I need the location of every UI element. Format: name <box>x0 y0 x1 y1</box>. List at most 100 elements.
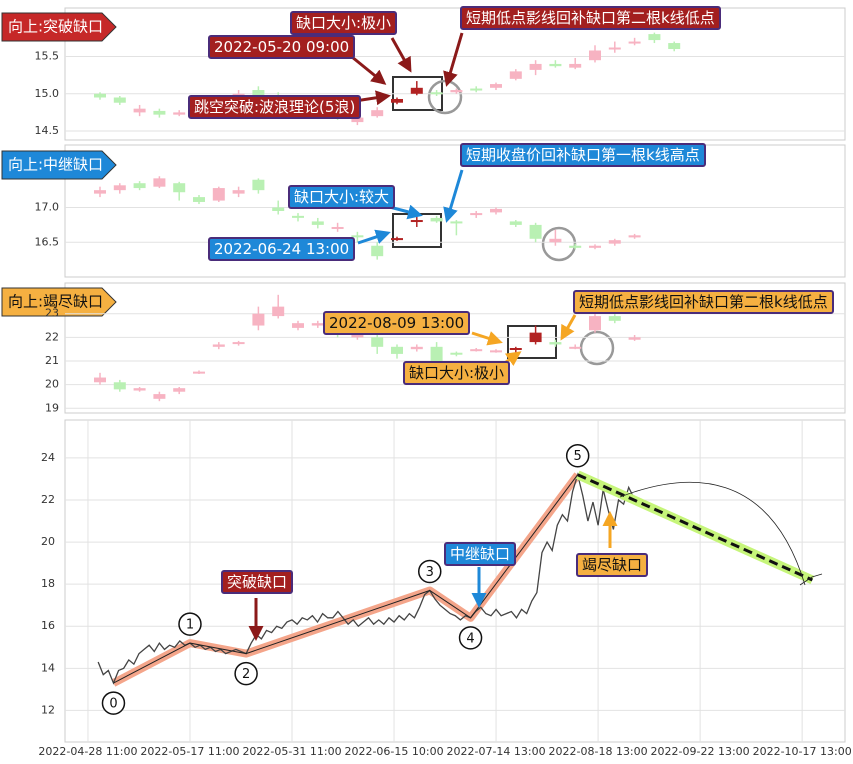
candle-body <box>509 348 522 350</box>
candle-body <box>509 71 522 79</box>
annotation: 短期低点影线回补缺口第二根k线低点 <box>460 6 721 30</box>
wave-label: 4 <box>466 631 474 646</box>
candle-body <box>628 337 641 340</box>
x-tick-label: 2022-08-18 13:00 <box>549 745 648 758</box>
y-tick-label: 22 <box>41 493 55 506</box>
candle-body <box>173 388 186 392</box>
decoration <box>64 7 846 743</box>
y-tick-label: 18 <box>41 577 55 590</box>
annotation: 跳空突破:波浪理论(5浪) <box>188 95 362 119</box>
candle-body <box>193 371 205 374</box>
candle-body <box>331 226 344 229</box>
x-tick-label: 2022-10-17 13:00 <box>753 745 852 758</box>
candle-body <box>529 224 542 239</box>
candle-body <box>470 349 483 352</box>
annotation: 缺口大小:极小 <box>290 11 398 35</box>
wave-label: 3 <box>426 565 434 580</box>
candle-body <box>410 220 423 223</box>
y-tick-label: 12 <box>41 703 55 716</box>
wave-label: 0 <box>109 697 117 712</box>
candle-body <box>470 213 483 216</box>
candle-body <box>628 235 641 238</box>
candle-body <box>589 245 601 248</box>
wave-marker <box>178 612 202 636</box>
candle-body <box>391 238 403 241</box>
annotation: 缺口大小:极小 <box>403 361 511 385</box>
candle-body <box>113 97 126 103</box>
candle-body <box>351 235 364 238</box>
candle-body <box>450 221 463 224</box>
x-tick-label: 2022-05-31 11:00 <box>242 745 341 758</box>
candle-body <box>133 183 146 189</box>
candle-body <box>252 313 265 326</box>
x-tick-label: 2022-09-22 13:00 <box>651 745 750 758</box>
tags: 向上:突破缺口 向上:中继缺口 向上:竭尽缺口 <box>1 12 117 317</box>
annotation: 2022-08-09 13:00 <box>323 311 471 335</box>
annotation: 突破缺口 <box>221 570 294 594</box>
wave-marker <box>234 661 258 686</box>
y-tick-label: 22 <box>45 330 59 343</box>
y-tick-label: 14 <box>41 661 55 674</box>
annotation: 竭尽缺口 <box>576 553 649 577</box>
y-tick-label: 15.5 <box>35 49 60 62</box>
x-tick-label: 2022-05-17 11:00 <box>140 745 239 758</box>
tag-shape <box>1 150 117 180</box>
panel-frame <box>64 144 846 278</box>
candle-body <box>292 215 304 218</box>
candle-body <box>490 84 502 88</box>
annotation: 中继缺口 <box>444 542 517 566</box>
candle-body <box>252 179 265 191</box>
candle-body <box>608 316 621 321</box>
annotation: 短期低点影线回补缺口第二根k线低点 <box>573 290 834 314</box>
candle-body <box>232 342 245 345</box>
y-tick-label: 16 <box>41 619 55 632</box>
candle-body <box>628 41 641 44</box>
candle-body <box>272 306 285 317</box>
candle-body <box>94 377 106 383</box>
y-tick-label: 20 <box>45 378 59 391</box>
annotation: 2022-05-20 09:00 <box>208 35 356 59</box>
candle-body <box>153 178 166 187</box>
candle-body <box>212 188 225 201</box>
candle-body <box>113 185 126 191</box>
candle-body <box>391 98 403 103</box>
y-tick-label: 15.0 <box>35 87 60 100</box>
annotation: 短期收盘价回补缺口第一根k线高点 <box>460 143 706 167</box>
candle-body <box>153 110 166 115</box>
candle-body <box>351 117 364 123</box>
forecast-tail <box>799 573 823 586</box>
candle-body <box>608 47 621 50</box>
candle-body <box>173 183 186 193</box>
candle-body <box>311 221 324 225</box>
candle-body <box>668 43 681 50</box>
candle-body <box>410 87 423 94</box>
candle-body <box>193 197 205 202</box>
candle-body <box>490 208 502 213</box>
x-tick-label: 2022-06-15 10:00 <box>344 745 443 758</box>
candle-body <box>173 112 186 115</box>
candle-body <box>94 190 106 194</box>
candle-body <box>212 344 225 347</box>
x-tick-label: 2022-04-28 11:00 <box>38 745 137 758</box>
arrow <box>357 229 391 245</box>
y-tick-label: 14.5 <box>35 124 60 137</box>
candle-body <box>292 323 304 328</box>
candle-body <box>311 323 324 326</box>
candle-body <box>648 34 661 41</box>
candle-body <box>470 88 483 91</box>
y-tick-label: 16.5 <box>35 235 60 248</box>
candle-body <box>529 332 542 343</box>
candle-body <box>589 316 601 331</box>
y-tick-label: 21 <box>45 354 59 367</box>
candle-body <box>351 332 364 338</box>
x-tick-label: 2022-07-14 13:00 <box>447 745 546 758</box>
arrow <box>390 37 412 73</box>
candle-body <box>272 207 285 211</box>
candle-body <box>529 63 542 70</box>
candle-body <box>430 92 443 95</box>
arrow <box>560 314 577 341</box>
y-tick-label: 24 <box>41 451 55 464</box>
fill-circle <box>427 79 463 115</box>
candle-body <box>371 110 384 117</box>
arrow <box>351 55 387 85</box>
